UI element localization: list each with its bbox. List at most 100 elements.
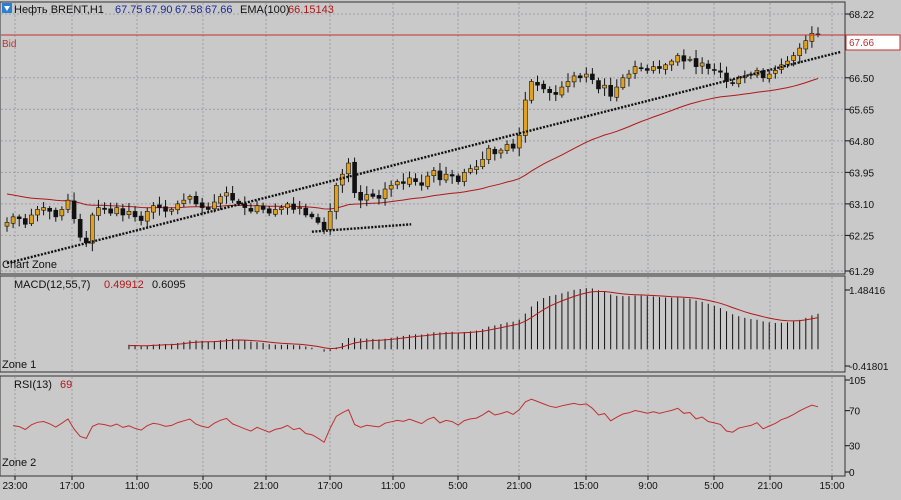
x-tick-label: 15:00 — [819, 481, 844, 492]
grid-lines — [1, 3, 845, 475]
candle-body — [10, 216, 16, 224]
candle-body — [181, 199, 187, 204]
candle-body — [773, 70, 778, 74]
candle-body — [193, 195, 199, 205]
candle-body — [468, 168, 473, 173]
candle-body — [669, 60, 674, 66]
candle-body — [16, 216, 22, 220]
candle-body — [657, 66, 662, 69]
candle-body — [712, 69, 717, 71]
candle-body — [681, 55, 687, 62]
candle-body — [449, 174, 455, 177]
x-tick-label: 15:00 — [573, 481, 598, 492]
candle-body — [132, 211, 138, 218]
rsi-label: RSI(13) — [14, 379, 52, 391]
candle-body — [736, 77, 742, 85]
macd-value2: 0.6095 — [152, 279, 186, 291]
candle-body — [254, 205, 260, 213]
high-value: 67.90 — [145, 4, 173, 16]
candle-body — [663, 64, 668, 70]
candle-body — [120, 208, 126, 216]
candle-body — [138, 215, 144, 221]
candle-body — [285, 203, 290, 209]
candle-body — [462, 172, 467, 182]
x-tick-label: 23:00 — [2, 481, 27, 492]
candle-body — [644, 68, 650, 71]
symbol-title: Нефть BRENT,H1 — [14, 4, 104, 16]
trendlines[interactable] — [6, 50, 842, 265]
candle-body — [571, 75, 577, 83]
candle-body — [187, 196, 193, 200]
candles — [4, 26, 821, 252]
x-tick-label: 17:00 — [59, 481, 84, 492]
candle-body — [413, 178, 418, 182]
price-tick-label: 63.10 — [849, 200, 874, 211]
candle-body — [279, 207, 284, 210]
candle-body — [791, 55, 796, 61]
candle-body — [553, 92, 559, 95]
x-tick-label: 11:00 — [125, 481, 150, 492]
candle-body — [90, 214, 95, 244]
candle-body — [632, 66, 638, 74]
price-tick-label: 66.50 — [849, 74, 874, 85]
bid-price-box — [845, 34, 901, 51]
chart-header: Нефть BRENT,H1 67.75 67.90 67.58 67.66 E… — [2, 3, 334, 16]
x-tick-label: 21:00 — [253, 481, 278, 492]
candle-body — [803, 40, 809, 50]
candle-body — [523, 99, 528, 136]
candle-body — [163, 206, 168, 212]
candle-body — [157, 204, 162, 208]
y-axis: 68.22 66.50 65.65 64.80 63.95 63.10 62.25 61.29… — [845, 10, 889, 479]
candle-body — [583, 73, 589, 78]
candle-body — [230, 193, 235, 201]
candle-body — [108, 208, 113, 214]
candle-body — [151, 205, 156, 213]
candle-body — [766, 73, 772, 79]
candle-body — [266, 208, 272, 214]
candle-body — [425, 175, 431, 187]
candle-body — [614, 86, 620, 98]
macd-label: MACD(12,55,7) — [14, 279, 90, 291]
candle-body — [455, 175, 461, 182]
rsi-header: RSI(13) 69 — [14, 379, 72, 391]
macd-signal — [128, 291, 819, 350]
candle-body — [41, 207, 46, 211]
candle-body — [315, 217, 321, 223]
candle-body — [687, 58, 693, 61]
macd-tick-label: -0.41801 — [849, 362, 889, 373]
candle-body — [602, 84, 607, 89]
macd-panel[interactable] — [0, 275, 846, 373]
rsi-value: 69 — [60, 379, 72, 391]
rsi-tick-label: 105 — [849, 376, 866, 387]
candle-body — [492, 148, 498, 155]
candle-body — [53, 209, 59, 218]
price-tick-label: 63.95 — [849, 168, 874, 179]
candle-body — [102, 207, 107, 210]
x-tick-label: 21:00 — [506, 481, 531, 492]
rsi-line — [13, 398, 819, 444]
candle-body — [303, 207, 309, 216]
candle-body — [718, 70, 723, 73]
macd-histogram — [128, 288, 819, 352]
candle-body — [273, 209, 278, 215]
ema-value: 66.15143 — [288, 4, 334, 16]
macd-value1: 0.49912 — [104, 279, 144, 291]
candle-body — [401, 181, 406, 184]
x-tick-label: 5:00 — [448, 481, 468, 492]
candle-body — [809, 32, 815, 42]
x-tick-label: 21:00 — [757, 481, 782, 492]
candle-body — [65, 199, 71, 210]
candle-body — [504, 144, 510, 151]
rsi-tick-label: 0 — [849, 468, 855, 479]
candle-body — [77, 219, 83, 238]
rsi-panel[interactable] — [0, 375, 846, 477]
price-tick-label: 64.80 — [849, 137, 874, 148]
candle-body — [480, 159, 485, 167]
candle-body — [291, 203, 296, 210]
candle-body — [638, 67, 644, 69]
candle-body — [608, 85, 613, 97]
candle-body — [394, 181, 400, 186]
low-value: 67.58 — [175, 4, 203, 16]
candle-body — [419, 182, 424, 186]
